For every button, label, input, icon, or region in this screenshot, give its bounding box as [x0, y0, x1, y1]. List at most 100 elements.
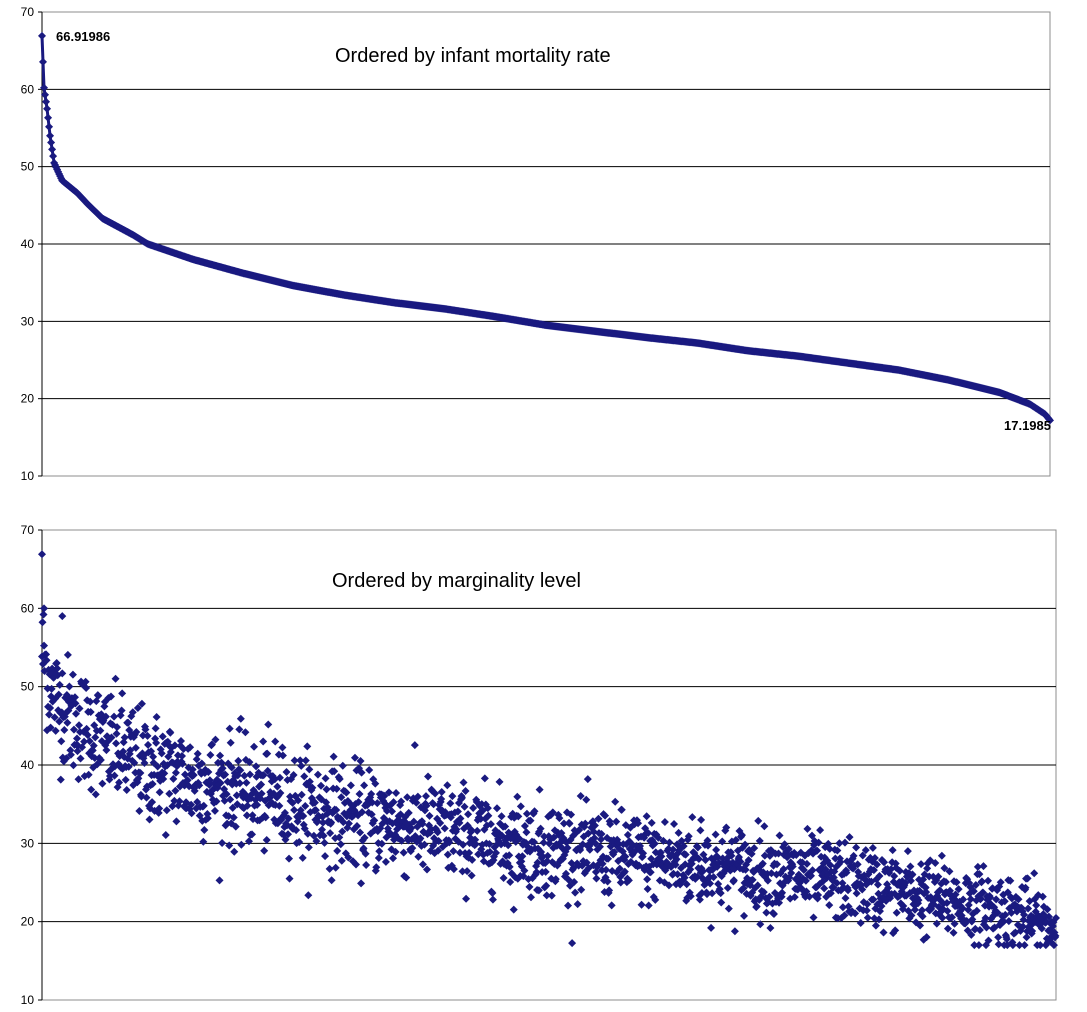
- data-point: [903, 847, 912, 856]
- data-point: [674, 828, 683, 837]
- data-point: [803, 824, 812, 833]
- data-point: [143, 731, 152, 740]
- data-point: [337, 856, 346, 865]
- y-tick-labels: 10 20 30 40 50 60 70: [21, 5, 35, 483]
- y-tick-60: 60: [21, 601, 35, 615]
- data-point: [506, 877, 515, 886]
- data-point: [707, 923, 716, 932]
- data-point: [809, 913, 818, 922]
- data-point: [259, 737, 268, 746]
- data-point: [984, 876, 993, 885]
- data-point: [637, 900, 646, 909]
- data-point: [58, 612, 67, 621]
- data-markers: [38, 31, 1054, 425]
- data-point: [473, 826, 482, 835]
- data-point: [234, 756, 243, 765]
- data-point: [718, 837, 727, 846]
- data-point: [440, 824, 449, 833]
- series-line: [40, 35, 1052, 422]
- gridlines: [38, 529, 1056, 1001]
- data-point: [852, 843, 861, 852]
- data-point: [262, 835, 271, 844]
- data-point: [98, 779, 107, 788]
- data-point: [237, 840, 246, 849]
- data-point: [573, 900, 582, 909]
- data-point: [76, 754, 85, 763]
- data-point: [285, 874, 294, 883]
- data-point: [446, 799, 455, 808]
- data-point: [766, 924, 775, 933]
- data-point: [304, 891, 313, 900]
- data-point: [892, 908, 901, 917]
- data-point: [448, 792, 457, 801]
- data-point: [717, 898, 726, 907]
- data-point: [723, 883, 732, 892]
- data-point: [522, 828, 531, 837]
- data-point: [230, 847, 239, 856]
- data-point: [565, 819, 574, 828]
- data-point: [244, 837, 253, 846]
- data-point: [863, 913, 872, 922]
- data-point: [325, 864, 334, 873]
- data-point: [298, 853, 307, 862]
- data-point: [888, 846, 897, 855]
- data-point: [421, 792, 430, 801]
- data-point: [754, 816, 763, 825]
- data-point: [193, 749, 202, 758]
- data-point: [497, 812, 506, 821]
- data-point: [111, 674, 120, 683]
- data-point: [611, 797, 620, 806]
- data-point: [547, 891, 556, 900]
- data-point: [304, 843, 313, 852]
- data-point: [55, 680, 64, 689]
- data-point: [300, 772, 309, 781]
- annotation-min-value: 17.1985: [1004, 418, 1051, 433]
- data-point: [236, 714, 245, 723]
- data-point: [760, 822, 769, 831]
- data-point: [40, 604, 49, 613]
- data-point: [841, 894, 850, 903]
- data-point: [670, 820, 679, 829]
- data-point: [216, 751, 225, 760]
- data-point: [583, 775, 592, 784]
- data-point: [493, 804, 502, 813]
- data-point: [564, 901, 573, 910]
- data-point: [151, 724, 160, 733]
- data-point: [644, 901, 653, 910]
- data-point: [176, 737, 185, 746]
- data-point: [40, 83, 49, 92]
- data-point: [425, 811, 434, 820]
- data-point: [816, 826, 825, 835]
- y-tick-40: 40: [21, 758, 35, 772]
- data-point: [355, 790, 364, 799]
- data-point: [44, 113, 53, 122]
- data-point: [63, 650, 72, 659]
- data-point: [290, 805, 299, 814]
- y-tick-30: 30: [21, 314, 35, 328]
- data-point: [994, 933, 1003, 942]
- data-point: [462, 894, 471, 903]
- data-point: [166, 728, 175, 737]
- data-point: [260, 846, 269, 855]
- data-point: [410, 741, 419, 750]
- data-point: [696, 826, 705, 835]
- data-point: [118, 689, 127, 698]
- y-tick-70: 70: [21, 523, 35, 537]
- data-point: [155, 788, 164, 797]
- data-point: [712, 845, 721, 854]
- data-point: [321, 852, 330, 861]
- data-point: [665, 838, 674, 847]
- data-point: [297, 761, 306, 770]
- data-point: [513, 792, 522, 801]
- chart-title: Ordered by infant mortality rate: [335, 45, 611, 67]
- data-point: [464, 810, 473, 819]
- data-point: [592, 874, 601, 883]
- data-point: [979, 862, 988, 871]
- data-point: [250, 742, 259, 751]
- y-tick-50: 50: [21, 160, 35, 174]
- data-point: [374, 853, 383, 862]
- data-point: [242, 778, 251, 787]
- data-point: [825, 901, 834, 910]
- data-point: [424, 772, 433, 781]
